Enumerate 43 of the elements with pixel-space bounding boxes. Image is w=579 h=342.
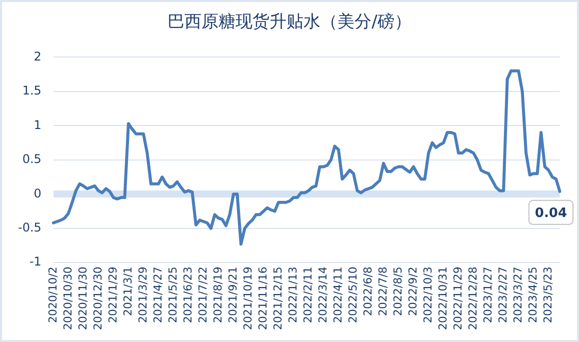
y-tick-label: 1 [34, 118, 42, 132]
x-tick-label: 2021/10/19 [241, 266, 254, 330]
x-tick-label: 2021/5/25 [166, 266, 180, 324]
chart-title: 巴西原糖现货升贴水（美分/磅） [166, 11, 412, 33]
x-tick-label: 2022/6/8 [361, 266, 374, 316]
x-tick-label: 2022/10/3 [421, 266, 434, 324]
x-tick-label: 2021/7/22 [196, 266, 210, 324]
y-tick-label: 2 [34, 49, 42, 64]
x-tick-label: 2021/6/23 [181, 266, 194, 324]
x-tick-label: 2021/4/27 [151, 266, 164, 324]
x-tick-label: 2022/1/13 [286, 266, 300, 324]
x-tick-label: 2021/11/16 [256, 266, 270, 330]
y-tick-label: -0.5 [18, 220, 42, 234]
data-label: 0.04 [534, 206, 567, 221]
x-tick-label: 2023/2/27 [496, 266, 510, 324]
x-tick-label: 2023/1/27 [481, 266, 494, 324]
x-tick-label: 2020/12/30 [91, 266, 104, 330]
x-tick-label: 2021/8/19 [211, 266, 224, 324]
x-tick-label: 2021/3/29 [136, 266, 150, 324]
x-tick-label: 2021/12/15 [271, 266, 284, 330]
x-tick-label: 2023/3/27 [511, 266, 524, 324]
x-tick-label: 2021/1/29 [106, 266, 120, 324]
x-tick-label: 2022/11/29 [451, 266, 464, 330]
y-tick-label: 1.5 [22, 84, 42, 98]
x-tick-label: 2021/9/21 [226, 266, 240, 324]
x-tick-label: 2022/3/14 [316, 266, 330, 324]
y-tick-label: -1 [29, 254, 42, 269]
x-tick-label: 2020/10/2 [46, 266, 60, 324]
x-tick-label: 2022/5/10 [346, 266, 360, 324]
x-tick-label: 2021/3/1 [121, 266, 134, 316]
x-tick-label: 2022/12/28 [466, 266, 480, 330]
x-tick-label: 2020/11/30 [76, 266, 90, 330]
x-tick-label: 2022/9/2 [406, 266, 420, 316]
x-tick-label: 2022/4/11 [331, 266, 344, 324]
x-tick-label: 2023/5/23 [541, 266, 554, 324]
y-tick-label: 0 [34, 186, 42, 200]
x-tick-label: 2022/2/11 [301, 266, 314, 324]
x-tick-label: 2022/8/5 [391, 266, 404, 316]
x-tick-label: 2020/10/30 [61, 266, 74, 330]
y-tick-label: 0.5 [22, 152, 42, 166]
x-tick-label: 2022/7/8 [376, 266, 390, 316]
x-tick-label: 2022/10/31 [436, 266, 450, 330]
x-tick-label: 2023/4/25 [526, 266, 540, 324]
